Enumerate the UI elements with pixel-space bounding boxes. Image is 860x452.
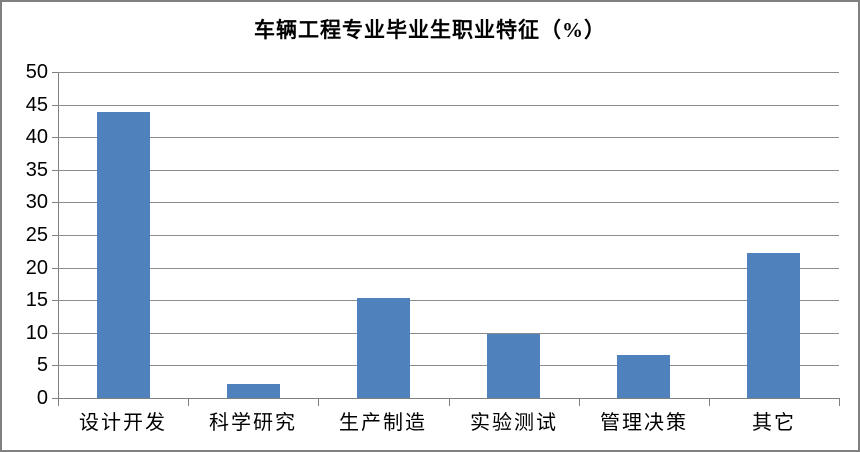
- y-tick-label: 35: [25, 158, 48, 181]
- gridline: [58, 235, 839, 236]
- x-category-label: 管理决策: [600, 412, 688, 434]
- y-axis-tick: [52, 332, 58, 334]
- y-axis-tick: [52, 202, 58, 204]
- y-tick-label: 20: [25, 256, 48, 279]
- bar-1: [97, 112, 150, 398]
- y-axis-tick: [52, 72, 58, 73]
- gridline: [58, 72, 839, 73]
- bar-4: [487, 334, 540, 398]
- x-axis-tick: [448, 399, 450, 406]
- y-tick-label: 0: [36, 387, 48, 409]
- x-axis-tick: [578, 399, 580, 406]
- y-tick-label: 50: [25, 61, 48, 83]
- x-axis-tick: [188, 399, 190, 406]
- y-tick-label: 25: [25, 224, 48, 246]
- gridline: [58, 300, 839, 302]
- x-category-label: 设计开发: [79, 412, 167, 434]
- y-tick-label: 45: [25, 93, 48, 116]
- bar-6: [747, 253, 800, 398]
- gridline: [58, 267, 839, 269]
- chart-title: 车辆工程专业毕业生职业特征（%）: [254, 18, 606, 42]
- y-axis-tick: [52, 169, 58, 171]
- plot-area: [58, 72, 839, 398]
- y-axis-tick: [52, 267, 58, 269]
- bar-3: [357, 298, 410, 398]
- gridline: [58, 137, 839, 139]
- gridline: [58, 332, 839, 334]
- y-axis-tick: [52, 365, 58, 367]
- gridline: [58, 104, 839, 106]
- y-tick-label: 30: [25, 191, 48, 214]
- y-axis-tick: [52, 300, 58, 302]
- x-axis-tick: [318, 399, 320, 406]
- y-tick-label: 5: [36, 354, 48, 377]
- y-axis-tick: [52, 398, 58, 399]
- y-axis-tick: [52, 104, 58, 106]
- x-axis-tick: [58, 399, 59, 406]
- y-axis-tick: [52, 137, 58, 139]
- x-category-label: 科学研究: [209, 412, 297, 434]
- y-axis-tick: [52, 235, 58, 236]
- y-tick-label: 15: [25, 289, 48, 312]
- y-tick-label: 40: [25, 126, 48, 149]
- x-axis-line: [58, 398, 840, 399]
- gridline: [58, 365, 839, 367]
- x-axis-tick: [708, 399, 710, 406]
- x-category-label: 实验测试: [470, 412, 558, 434]
- x-category-label: 其它: [752, 412, 796, 434]
- bar-5: [617, 355, 670, 398]
- gridline: [58, 202, 839, 204]
- bar-2: [227, 384, 280, 398]
- x-axis-tick: [839, 399, 840, 406]
- x-category-label: 生产制造: [339, 412, 427, 434]
- gridline: [58, 169, 839, 171]
- y-tick-label: 10: [25, 321, 48, 344]
